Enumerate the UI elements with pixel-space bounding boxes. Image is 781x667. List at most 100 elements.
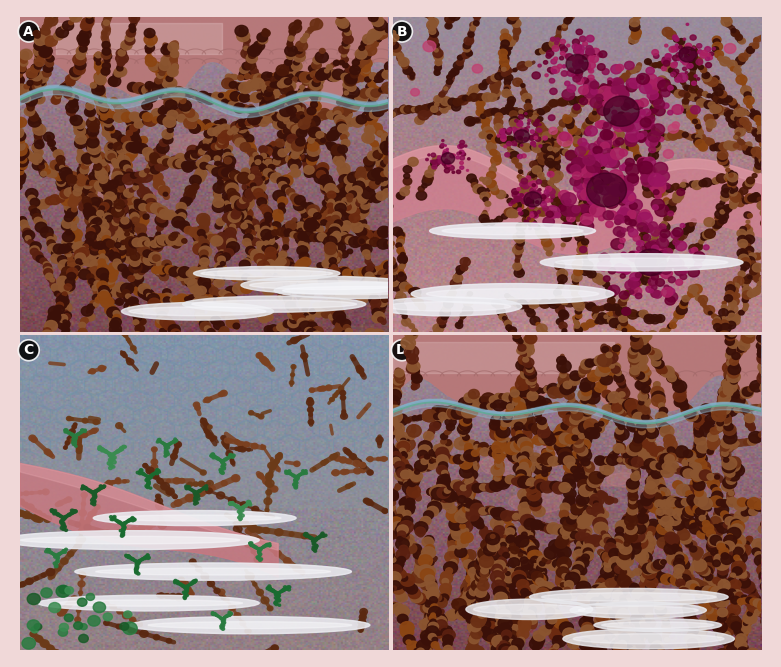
Circle shape (128, 199, 135, 204)
Circle shape (144, 169, 149, 173)
Circle shape (594, 356, 607, 366)
Circle shape (394, 219, 399, 224)
Circle shape (255, 184, 262, 190)
Circle shape (421, 656, 426, 662)
Circle shape (397, 273, 406, 281)
Circle shape (473, 0, 484, 1)
Circle shape (285, 300, 291, 305)
Circle shape (104, 282, 112, 289)
Circle shape (340, 61, 344, 65)
Circle shape (228, 221, 234, 227)
Circle shape (591, 428, 599, 434)
Circle shape (722, 462, 736, 473)
Circle shape (572, 158, 585, 169)
Circle shape (98, 279, 106, 286)
Circle shape (776, 20, 781, 25)
Circle shape (340, 391, 346, 396)
Circle shape (342, 41, 348, 46)
Circle shape (336, 354, 344, 360)
Circle shape (338, 19, 349, 28)
Ellipse shape (273, 235, 304, 248)
Circle shape (586, 97, 594, 104)
Circle shape (697, 50, 702, 54)
Circle shape (565, 417, 572, 423)
Circle shape (713, 498, 722, 505)
Circle shape (512, 566, 523, 576)
Circle shape (483, 197, 488, 201)
Circle shape (721, 317, 727, 323)
Circle shape (80, 45, 87, 52)
Circle shape (405, 89, 415, 98)
Circle shape (481, 113, 487, 119)
Circle shape (80, 29, 91, 39)
Circle shape (603, 610, 614, 620)
Circle shape (130, 557, 133, 560)
Circle shape (66, 229, 72, 235)
Circle shape (731, 616, 738, 622)
Circle shape (55, 555, 58, 557)
Circle shape (98, 167, 109, 176)
Circle shape (444, 562, 458, 574)
Circle shape (77, 446, 82, 451)
Circle shape (284, 229, 292, 236)
Circle shape (634, 471, 639, 475)
Circle shape (266, 241, 277, 251)
Circle shape (549, 625, 558, 632)
Circle shape (551, 588, 564, 600)
Circle shape (356, 115, 367, 124)
Circle shape (247, 504, 249, 506)
Circle shape (45, 167, 57, 177)
Circle shape (642, 162, 648, 167)
Circle shape (718, 416, 724, 422)
Circle shape (723, 584, 730, 590)
Circle shape (747, 290, 755, 297)
Circle shape (719, 634, 730, 644)
Circle shape (431, 613, 435, 617)
Circle shape (118, 49, 126, 56)
Circle shape (330, 257, 337, 264)
Circle shape (503, 636, 509, 641)
Circle shape (71, 420, 79, 426)
Circle shape (135, 563, 137, 566)
Circle shape (299, 298, 309, 307)
Circle shape (78, 581, 85, 587)
Circle shape (220, 133, 230, 141)
Circle shape (101, 67, 110, 75)
Circle shape (349, 483, 353, 487)
Circle shape (562, 233, 572, 241)
Circle shape (106, 5, 113, 11)
Circle shape (614, 536, 624, 544)
Circle shape (526, 99, 531, 104)
Circle shape (501, 538, 508, 543)
Circle shape (29, 205, 37, 212)
Circle shape (584, 130, 591, 135)
Circle shape (294, 91, 301, 99)
Circle shape (660, 500, 671, 509)
Circle shape (322, 206, 333, 215)
Circle shape (550, 69, 555, 74)
Circle shape (486, 533, 500, 544)
Circle shape (748, 386, 755, 392)
Circle shape (533, 435, 545, 445)
Circle shape (230, 454, 234, 457)
Circle shape (394, 262, 401, 268)
Circle shape (638, 296, 653, 309)
Circle shape (95, 256, 105, 265)
Circle shape (616, 302, 626, 311)
Circle shape (726, 617, 734, 624)
Circle shape (560, 526, 571, 536)
Circle shape (58, 177, 65, 183)
Circle shape (525, 304, 529, 307)
Circle shape (146, 153, 155, 161)
Circle shape (472, 450, 479, 456)
Circle shape (447, 161, 450, 164)
Circle shape (126, 294, 131, 299)
Circle shape (273, 112, 280, 118)
Circle shape (683, 132, 688, 137)
Circle shape (595, 320, 599, 323)
Circle shape (647, 283, 651, 287)
Circle shape (0, 61, 9, 70)
Circle shape (1, 177, 9, 185)
Circle shape (668, 530, 674, 536)
Circle shape (583, 510, 596, 522)
